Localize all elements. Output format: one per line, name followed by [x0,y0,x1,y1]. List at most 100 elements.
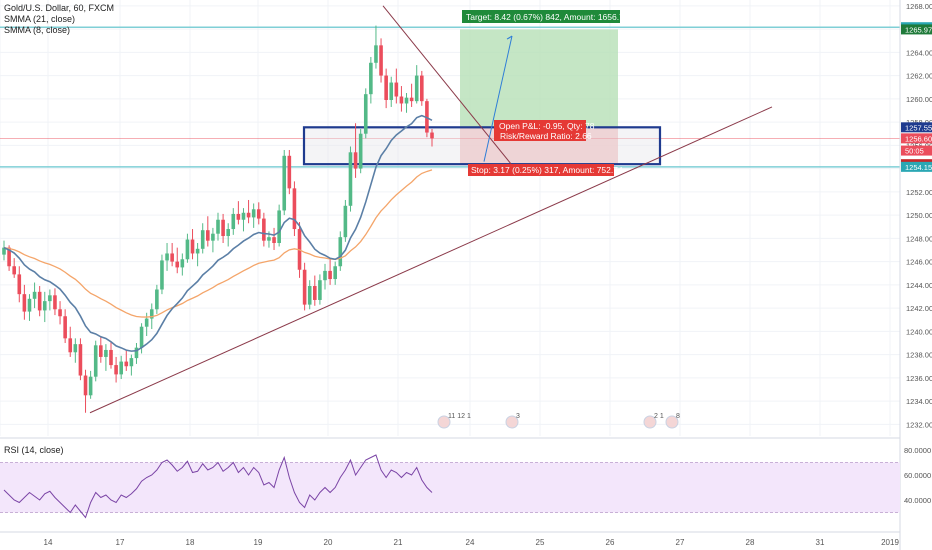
candle-body [144,318,149,327]
stop-label-bg [468,164,614,176]
candle-body [353,152,358,169]
indicator-smma8-label[interactable]: SMMA (8, close) [4,25,71,35]
candle-body [399,96,404,104]
event-label: 3 [516,413,520,420]
candle-body [93,345,98,377]
time-tick-label: 25 [536,538,545,547]
candle-body [134,347,139,359]
candle-body [155,289,159,310]
candle-body [404,97,409,104]
rsi-line [3,454,433,519]
candle-body [78,344,83,376]
candle-body [63,316,67,339]
time-tick-label: 2019 [881,538,899,547]
candle-body [124,361,129,367]
candle-body [53,295,57,310]
candle-body [170,253,174,262]
candle-body [42,301,47,311]
price-tick-label: 1252.00 [906,188,932,197]
price-badge [901,122,932,133]
price-axis-bg [900,0,932,550]
candle-body [12,266,16,275]
price-tick-label: 1248.00 [906,234,932,243]
candle-body [160,260,164,290]
candle-body [185,239,190,260]
price-tick-label: 1264.00 [906,48,932,57]
chart-title[interactable]: Gold/U.S. Dollar, 60, FXCM [4,3,115,13]
stop-label: Stop: 3.17 (0.25%) 317, Amount: 752.74 [471,165,623,175]
price-tick-label: 1262.00 [906,72,932,81]
event-label: 2 1 [654,413,664,420]
candle-body [323,270,327,281]
candle-body [333,266,337,280]
candle-body [73,344,78,353]
candle-body [165,253,169,261]
candle-body [384,75,388,100]
event-flag-icon [437,415,451,429]
candle-body [262,218,266,241]
candle-body [287,155,292,189]
price-badge [901,133,932,144]
candle-body [272,237,276,243]
price-badge-label: 1254.15 [905,163,932,172]
candle-body [32,291,37,299]
time-tick-label: 19 [254,538,263,547]
price-badge-label: 1265.97 [905,25,932,34]
candle-body [48,295,52,302]
pnl-label: Open P&L: -0.95, Qty: 78 [499,121,595,131]
price-tick-label: 1246.00 [906,258,932,267]
candle-body [282,155,287,211]
candle-body [149,309,154,319]
price-tick-label: 1234.00 [906,397,932,406]
rsi-tick-label: 80.0000 [904,446,931,455]
smma8-line [3,114,433,352]
candle-body [256,209,261,219]
time-tick-label: 18 [186,538,195,547]
indicator-smma21-label[interactable]: SMMA (21, close) [4,14,76,24]
time-tick-label: 20 [324,538,333,547]
pnl-label-bg [494,120,586,141]
candle-body [328,270,332,280]
candle-body [175,261,180,268]
event-flag-icon [505,415,519,429]
candle-body [414,75,419,102]
candle-body [241,212,246,220]
event-flag-icon [665,415,679,429]
candle-body [231,213,236,230]
price-tick-label: 1242.00 [906,304,932,313]
price-badge-label: 50:05 [905,147,924,156]
price-tick-label: 1250.00 [906,211,932,220]
time-tick-label: 27 [676,538,685,547]
candle-body [17,274,22,295]
candle-body [114,365,118,375]
candle-body [358,133,363,169]
smma21-line [3,169,433,318]
price-badge [901,145,932,156]
candle-body [99,345,103,357]
price-tick-label: 1260.00 [906,95,932,104]
time-tick-label: 31 [816,538,825,547]
candle-body [394,82,399,97]
candle-body [369,62,373,95]
rising-trendline [89,106,773,414]
candle-body [83,375,88,396]
candle-body [409,97,414,102]
price-tick-label: 1244.00 [906,281,932,290]
candle-body [363,94,368,134]
candle-body [200,230,205,249]
candle-body [216,219,220,234]
candle-body [190,239,195,254]
candle-body [343,205,348,238]
target-zone [460,29,618,128]
candle-body [430,132,434,139]
candle-body [302,269,307,305]
rsi-label[interactable]: RSI (14, close) [4,445,64,455]
candle-body [348,152,353,206]
price-tick-label: 1236.00 [906,374,932,383]
price-tick-label: 1240.00 [906,327,932,336]
candle-body [236,213,241,220]
candle-body [246,212,251,218]
event-label: 8 [676,413,680,420]
